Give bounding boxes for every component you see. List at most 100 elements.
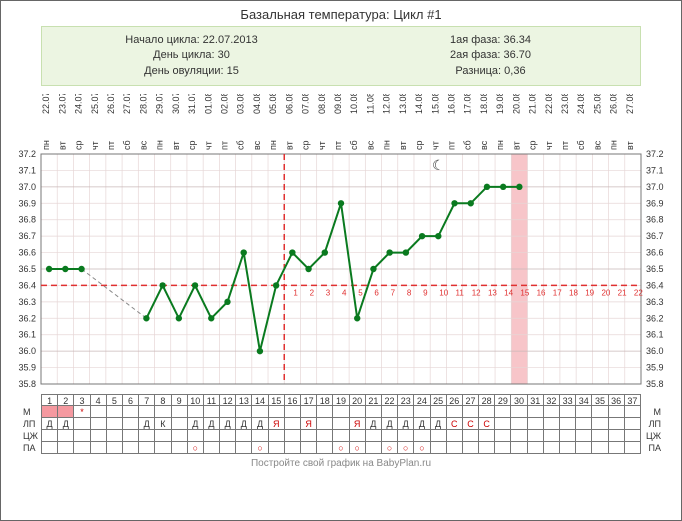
svg-text:36.0: 36.0 xyxy=(18,346,36,356)
info-diff: Разница: 0,36 xyxy=(341,64,640,79)
svg-text:37.0: 37.0 xyxy=(18,182,36,192)
svg-text:22: 22 xyxy=(634,289,643,298)
svg-text:05.08: 05.08 xyxy=(268,94,278,114)
svg-text:02.08: 02.08 xyxy=(219,94,229,114)
svg-text:ср: ср xyxy=(301,141,311,151)
svg-text:07.08: 07.08 xyxy=(301,94,311,114)
svg-text:35.9: 35.9 xyxy=(18,363,36,373)
svg-text:пт: пт xyxy=(106,141,116,150)
svg-text:19: 19 xyxy=(585,289,594,298)
info-ovul: День овуляции: 15 xyxy=(42,64,341,79)
svg-text:36.7: 36.7 xyxy=(646,231,664,241)
svg-text:10.08: 10.08 xyxy=(349,94,359,114)
svg-text:23.08: 23.08 xyxy=(560,94,570,114)
svg-text:вт: вт xyxy=(284,141,294,150)
svg-text:36.5: 36.5 xyxy=(646,264,664,274)
svg-text:29.07: 29.07 xyxy=(155,94,165,114)
chart-area: 22.0723.0724.0725.0726.0727.0728.0729.07… xyxy=(1,94,681,394)
svg-text:7: 7 xyxy=(391,289,396,298)
svg-text:14: 14 xyxy=(504,289,513,298)
info-left: Начало цикла: 22.07.2013 День цикла: 30 … xyxy=(42,33,341,79)
svg-text:30.07: 30.07 xyxy=(171,94,181,114)
day-grid: 1234567891011121314151617181920212223242… xyxy=(1,394,681,454)
svg-text:5: 5 xyxy=(358,289,363,298)
svg-text:17: 17 xyxy=(553,289,562,298)
svg-text:10: 10 xyxy=(439,289,448,298)
svg-text:27.07: 27.07 xyxy=(122,94,132,114)
svg-text:26.07: 26.07 xyxy=(106,94,116,114)
svg-text:21: 21 xyxy=(618,289,627,298)
svg-text:01.08: 01.08 xyxy=(203,94,213,114)
svg-text:пт: пт xyxy=(560,141,570,150)
svg-text:26.08: 26.08 xyxy=(609,94,619,114)
svg-text:15.08: 15.08 xyxy=(430,94,440,114)
svg-text:вт: вт xyxy=(625,141,635,150)
info-right: 1ая фаза: 36.34 2ая фаза: 36.70 Разница:… xyxy=(341,33,640,79)
svg-text:cб: cб xyxy=(236,141,246,151)
svg-text:2: 2 xyxy=(310,289,315,298)
svg-text:9: 9 xyxy=(423,289,428,298)
svg-text:вт: вт xyxy=(398,141,408,150)
svg-text:16: 16 xyxy=(537,289,546,298)
svg-text:8: 8 xyxy=(407,289,412,298)
info-day: День цикла: 30 xyxy=(42,48,341,63)
bbt-chart: 22.0723.0724.0725.0726.0727.0728.0729.07… xyxy=(1,94,681,394)
svg-text:пн: пн xyxy=(155,140,165,150)
svg-text:35.8: 35.8 xyxy=(646,379,664,389)
svg-text:чт: чт xyxy=(544,141,554,150)
svg-text:пт: пт xyxy=(219,141,229,150)
svg-text:вc: вc xyxy=(592,140,602,150)
svg-text:37.2: 37.2 xyxy=(18,149,36,159)
svg-text:37.2: 37.2 xyxy=(646,149,664,159)
svg-text:36.8: 36.8 xyxy=(18,215,36,225)
svg-text:чт: чт xyxy=(430,141,440,150)
svg-text:cб: cб xyxy=(576,141,586,151)
svg-text:36.7: 36.7 xyxy=(18,231,36,241)
footer-text: Постройте свой график на BabyPlan.ru xyxy=(1,454,681,473)
svg-text:3: 3 xyxy=(326,289,331,298)
svg-text:вт: вт xyxy=(171,141,181,150)
svg-text:пт: пт xyxy=(333,141,343,150)
svg-text:21.08: 21.08 xyxy=(528,94,538,114)
svg-text:36.6: 36.6 xyxy=(18,248,36,258)
svg-text:37.1: 37.1 xyxy=(18,166,36,176)
svg-text:20: 20 xyxy=(601,289,610,298)
svg-text:пн: пн xyxy=(609,140,619,150)
svg-text:ср: ср xyxy=(414,141,424,151)
svg-text:06.08: 06.08 xyxy=(284,94,294,114)
svg-text:вт: вт xyxy=(511,141,521,150)
svg-text:вc: вc xyxy=(479,140,489,150)
svg-text:11.08: 11.08 xyxy=(365,94,375,114)
svg-text:17.08: 17.08 xyxy=(463,94,473,114)
svg-text:36.4: 36.4 xyxy=(646,281,664,291)
svg-text:36.6: 36.6 xyxy=(646,248,664,258)
svg-text:вc: вc xyxy=(252,140,262,150)
svg-text:cб: cб xyxy=(122,141,132,151)
svg-text:пт: пт xyxy=(447,141,457,150)
svg-text:36.9: 36.9 xyxy=(646,198,664,208)
svg-text:вт: вт xyxy=(57,141,67,150)
svg-text:cб: cб xyxy=(463,141,473,151)
svg-text:22.07: 22.07 xyxy=(41,94,51,114)
svg-text:03.08: 03.08 xyxy=(236,94,246,114)
svg-text:36.1: 36.1 xyxy=(646,330,664,340)
svg-text:чт: чт xyxy=(90,141,100,150)
svg-text:36.2: 36.2 xyxy=(18,313,36,323)
svg-text:ср: ср xyxy=(187,141,197,151)
chart-frame: Базальная температура: Цикл #1 Начало ци… xyxy=(0,0,682,521)
svg-text:20.08: 20.08 xyxy=(511,94,521,114)
svg-text:36.3: 36.3 xyxy=(18,297,36,307)
info-phase1: 1ая фаза: 36.34 xyxy=(341,33,640,48)
svg-text:19.08: 19.08 xyxy=(495,94,505,114)
svg-text:пн: пн xyxy=(41,140,51,150)
svg-text:15: 15 xyxy=(520,289,529,298)
info-phase2: 2ая фаза: 36.70 xyxy=(341,48,640,63)
svg-text:25.08: 25.08 xyxy=(592,94,602,114)
info-start: Начало цикла: 22.07.2013 xyxy=(42,33,341,48)
svg-text:35.9: 35.9 xyxy=(646,363,664,373)
svg-text:36.1: 36.1 xyxy=(18,330,36,340)
svg-text:36.0: 36.0 xyxy=(646,346,664,356)
info-box: Начало цикла: 22.07.2013 День цикла: 30 … xyxy=(41,26,641,86)
svg-text:12: 12 xyxy=(472,289,481,298)
svg-text:13.08: 13.08 xyxy=(398,94,408,114)
